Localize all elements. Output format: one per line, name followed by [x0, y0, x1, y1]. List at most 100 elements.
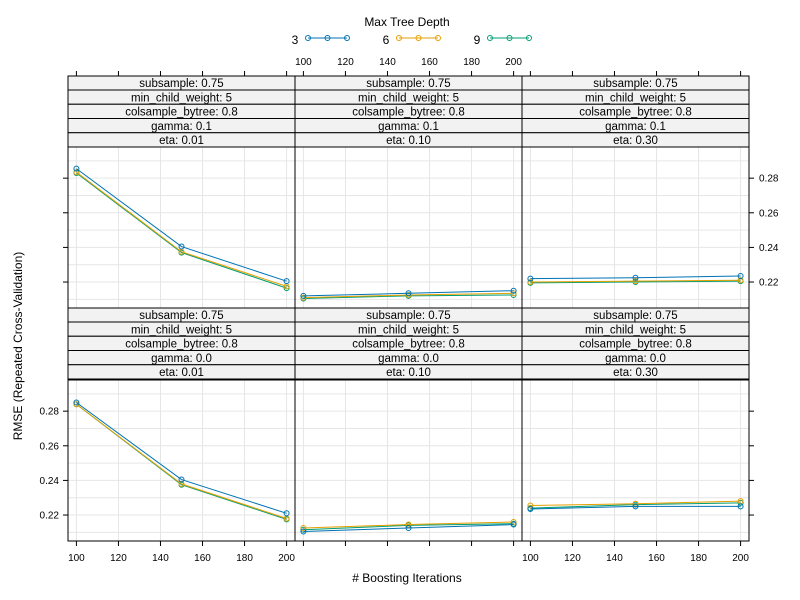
strip-label: min_child_weight: 5 [585, 92, 686, 104]
strip-label: gamma: 0.0 [605, 353, 666, 365]
series-line-depth-3 [76, 402, 287, 514]
legend-title: Max Tree Depth [364, 15, 449, 29]
panel-4: subsample: 0.75 min_child_weight: 5 colsam… [67, 307, 296, 542]
data-point-depth-3 [73, 399, 80, 406]
x-tick-label: 100 [522, 553, 539, 564]
data-point-depth-3 [73, 165, 80, 172]
y-tick-label: 0.26 [759, 208, 779, 219]
data-point-depth-3 [405, 525, 412, 532]
data-point-depth-3 [510, 521, 517, 528]
strip-label: subsample: 0.75 [366, 310, 450, 322]
data-point-depth-9 [300, 526, 307, 533]
series-line-depth-6 [76, 171, 287, 287]
series-line-depth-9 [76, 172, 287, 289]
strip-label: subsample: 0.75 [593, 78, 677, 90]
x-tick-label: 140 [606, 553, 623, 564]
strip-label: eta: 0.30 [613, 135, 658, 147]
x-tick-label: 160 [421, 57, 438, 68]
x-tick-label: 180 [463, 57, 480, 68]
x-tick-label: 100 [295, 57, 312, 68]
x-tick-label: 160 [648, 553, 665, 564]
legend-marker-3 [324, 35, 331, 41]
strip-label: min_child_weight: 5 [585, 324, 686, 336]
legend-marker-6 [435, 35, 441, 41]
legend-marker-9 [526, 35, 532, 41]
data-point-depth-6 [405, 521, 412, 528]
legend-marker-9 [506, 35, 513, 41]
data-point-depth-3 [737, 503, 744, 510]
panel-border [294, 379, 523, 542]
data-point-depth-6 [510, 518, 517, 525]
data-point-depth-6 [178, 480, 185, 487]
x-tick-label: 180 [236, 553, 253, 564]
panel-grid: subsample: 0.75 min_child_weight: 5 colsam… [40, 57, 779, 564]
data-point-depth-9 [283, 285, 290, 292]
data-point-depth-6 [300, 294, 307, 301]
y-tick-label: 0.24 [40, 476, 60, 487]
strip-label: colsample_bytree: 0.8 [125, 107, 238, 119]
series-line-depth-3 [303, 524, 514, 532]
data-point-depth-3 [737, 272, 744, 279]
data-point-depth-3 [178, 243, 185, 250]
data-point-depth-3 [527, 275, 534, 282]
data-point-depth-3 [283, 510, 290, 517]
strip-label: gamma: 0.1 [151, 121, 212, 133]
data-point-depth-3 [178, 476, 185, 483]
panel-border [67, 146, 296, 309]
legend-label-3: 3 [292, 33, 299, 47]
data-point-depth-6 [527, 502, 534, 509]
x-tick-label: 120 [110, 553, 127, 564]
series-line-depth-3 [76, 168, 287, 282]
legend-marker-3 [305, 35, 311, 41]
data-point-depth-3 [510, 287, 517, 294]
y-tick-label: 0.26 [40, 441, 60, 452]
data-point-depth-3 [405, 290, 412, 297]
strip-label: min_child_weight: 5 [358, 324, 459, 336]
strip-label: min_child_weight: 5 [358, 92, 459, 104]
strip-label: subsample: 0.75 [139, 310, 223, 322]
strip-label: subsample: 0.75 [593, 310, 677, 322]
series-line-depth-3 [530, 505, 741, 510]
legend-label-9: 9 [474, 33, 481, 47]
panel-3: subsample: 0.75 min_child_weight: 5 colsam… [521, 75, 750, 309]
legend-marker-9 [487, 35, 493, 41]
data-point-depth-3 [283, 278, 290, 285]
strip-label: eta: 0.30 [613, 367, 658, 379]
series-line-depth-6 [76, 403, 287, 519]
strip-label: subsample: 0.75 [366, 78, 450, 90]
y-tick-label: 0.28 [759, 174, 779, 185]
data-point-depth-3 [300, 292, 307, 299]
series-line-depth-9 [530, 502, 741, 509]
series-line-depth-9 [76, 403, 287, 520]
data-point-depth-6 [737, 277, 744, 284]
series-line-depth-6 [530, 279, 741, 283]
strip-label: colsample_bytree: 0.8 [125, 339, 238, 351]
x-tick-label: 140 [152, 553, 169, 564]
data-point-depth-6 [632, 278, 639, 285]
series-line-depth-3 [530, 275, 741, 280]
x-tick-label: 180 [690, 553, 707, 564]
y-tick-label: 0.28 [40, 407, 60, 418]
legend-label-6: 6 [383, 33, 390, 47]
y-tick-label: 0.24 [759, 243, 779, 254]
data-point-depth-6 [300, 525, 307, 532]
data-point-depth-9 [510, 292, 517, 299]
x-tick-label: 100 [68, 553, 85, 564]
strip-label: colsample_bytree: 0.8 [579, 339, 692, 351]
legend-marker-3 [344, 35, 350, 41]
data-point-depth-6 [73, 169, 80, 176]
x-tick-label: 200 [505, 57, 522, 68]
y-tick-label: 0.22 [759, 278, 779, 289]
data-point-depth-3 [527, 505, 534, 512]
strip-label: eta: 0.01 [159, 367, 204, 379]
series-line-depth-6 [303, 292, 514, 299]
data-point-depth-3 [632, 274, 639, 281]
strip-label: min_child_weight: 5 [131, 92, 232, 104]
strip-label: colsample_bytree: 0.8 [579, 107, 692, 119]
data-point-depth-9 [737, 499, 744, 506]
legend-marker-6 [415, 35, 422, 41]
series-line-depth-3 [303, 290, 514, 297]
strip-label: colsample_bytree: 0.8 [352, 107, 465, 119]
data-point-depth-6 [527, 279, 534, 286]
